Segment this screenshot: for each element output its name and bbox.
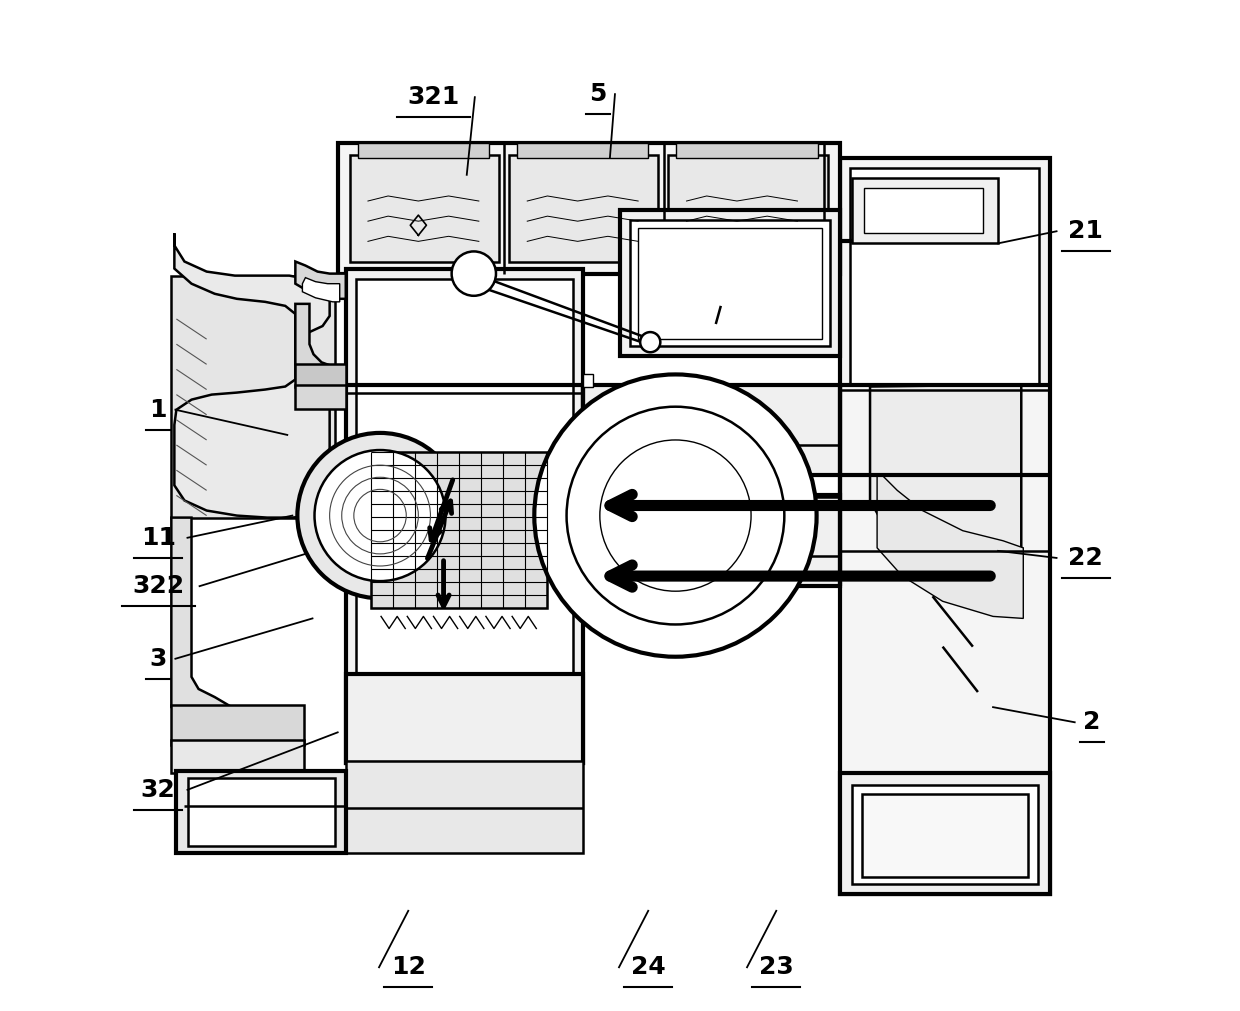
Text: 22: 22 — [1069, 546, 1104, 570]
Text: 23: 23 — [759, 955, 794, 980]
Bar — [171, 705, 305, 745]
Bar — [864, 188, 983, 234]
Circle shape — [640, 332, 661, 352]
Bar — [839, 158, 1049, 894]
Polygon shape — [171, 518, 232, 745]
Polygon shape — [870, 384, 1022, 596]
Bar — [171, 276, 335, 518]
Bar — [668, 155, 827, 262]
Text: 5: 5 — [589, 82, 606, 106]
Bar — [677, 143, 817, 158]
Circle shape — [315, 450, 445, 581]
Bar — [849, 168, 1039, 384]
Polygon shape — [175, 234, 330, 518]
Text: 3: 3 — [150, 647, 167, 670]
Bar — [176, 770, 346, 853]
Polygon shape — [295, 304, 346, 386]
Bar — [337, 143, 839, 274]
Text: 322: 322 — [133, 574, 185, 599]
Text: 11: 11 — [140, 526, 176, 550]
Bar — [346, 674, 583, 762]
Circle shape — [534, 374, 817, 657]
Bar — [188, 777, 335, 846]
Bar — [852, 785, 1038, 884]
Text: 21: 21 — [1069, 219, 1104, 244]
Bar — [295, 364, 346, 386]
Bar — [171, 740, 305, 772]
Text: 32: 32 — [141, 777, 176, 802]
Circle shape — [567, 406, 785, 625]
Bar — [583, 374, 593, 386]
Bar — [839, 772, 1049, 894]
Bar — [346, 269, 583, 762]
Bar — [620, 210, 839, 356]
Bar — [639, 228, 822, 339]
Bar — [371, 452, 547, 609]
Bar — [295, 384, 346, 408]
Text: 1: 1 — [150, 397, 167, 422]
Polygon shape — [295, 262, 346, 299]
Bar — [350, 155, 498, 262]
Bar — [630, 220, 830, 346]
Bar — [517, 143, 649, 158]
Text: 24: 24 — [631, 955, 666, 980]
Bar — [356, 279, 573, 752]
Bar — [346, 760, 583, 853]
Bar — [510, 155, 658, 262]
Bar — [583, 384, 839, 475]
Text: 12: 12 — [391, 955, 425, 980]
Bar — [862, 794, 1028, 877]
Circle shape — [600, 440, 751, 591]
Bar — [358, 143, 489, 158]
Polygon shape — [877, 475, 1023, 619]
Text: 321: 321 — [408, 85, 460, 109]
Circle shape — [298, 433, 463, 599]
Circle shape — [451, 252, 496, 296]
Bar — [583, 495, 839, 586]
Polygon shape — [303, 278, 340, 302]
Bar — [852, 178, 998, 244]
Text: 2: 2 — [1084, 711, 1101, 734]
